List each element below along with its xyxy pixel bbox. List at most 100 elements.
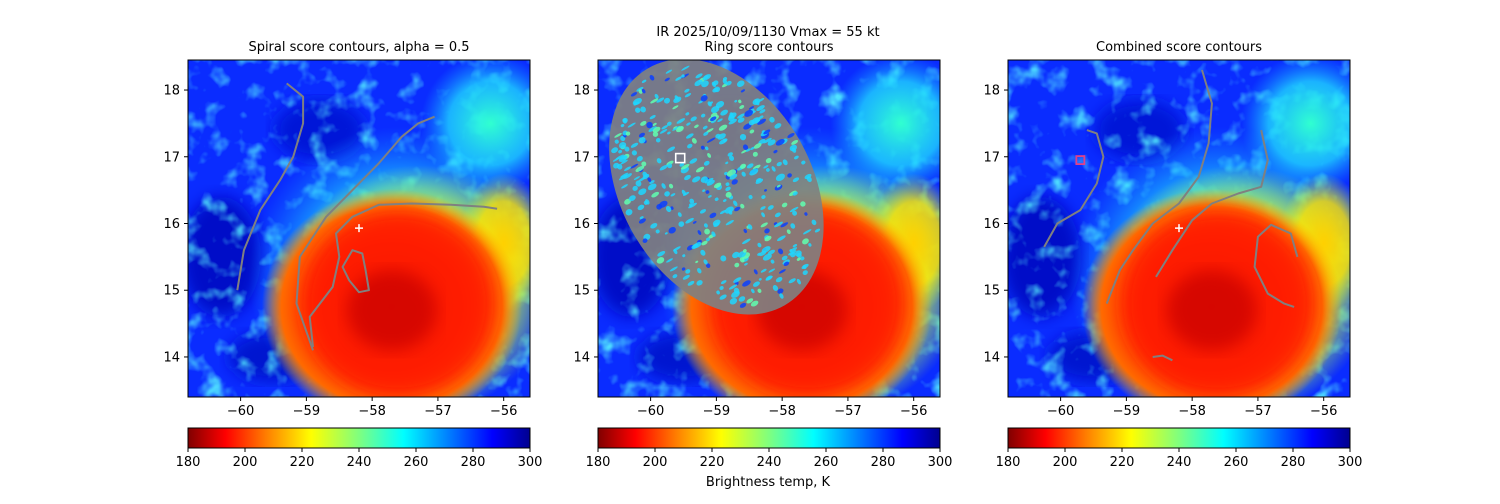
ring-speckle bbox=[706, 179, 715, 186]
ring-speckle bbox=[630, 142, 639, 148]
ring-speckle bbox=[747, 224, 753, 230]
ring-speckle bbox=[652, 131, 659, 137]
ring-speckle bbox=[664, 232, 668, 235]
ring-speckle bbox=[667, 131, 671, 135]
y-tick-label: 18 bbox=[573, 84, 590, 99]
ring-speckle bbox=[614, 132, 622, 138]
ring-speckle bbox=[620, 135, 626, 142]
ring-speckle bbox=[739, 257, 745, 263]
brightness-temp-field bbox=[1008, 60, 1350, 397]
ring-speckle bbox=[758, 278, 762, 281]
contour-center-arc bbox=[1105, 69, 1213, 304]
ring-speckle bbox=[701, 80, 709, 88]
ring-speckle bbox=[757, 288, 762, 293]
ring-speckle bbox=[685, 269, 691, 274]
ring-speckle bbox=[652, 126, 661, 133]
contour-east-arc bbox=[1155, 129, 1269, 278]
ring-speckle bbox=[717, 118, 723, 123]
ring-speckle bbox=[636, 155, 643, 162]
ring-speckle bbox=[748, 106, 755, 110]
ring-speckle bbox=[620, 172, 629, 178]
ring-speckle bbox=[709, 212, 717, 219]
ring-speckle bbox=[767, 205, 774, 210]
ring-speckle bbox=[748, 194, 753, 200]
ring-speckle bbox=[695, 166, 705, 173]
colorbar-tick-label: 240 bbox=[757, 455, 782, 470]
ring-speckle bbox=[623, 173, 632, 179]
ring-speckle bbox=[657, 250, 666, 257]
ring-speckle bbox=[758, 139, 766, 145]
ring-speckle bbox=[729, 112, 734, 117]
ring-speckle bbox=[774, 212, 781, 218]
ring-speckle bbox=[789, 249, 793, 252]
ring-speckle bbox=[757, 242, 762, 248]
ring-speckle bbox=[741, 171, 746, 177]
warm-band bbox=[420, 60, 530, 194]
ring-speckle bbox=[770, 259, 775, 264]
ring-speckle bbox=[635, 107, 641, 113]
axes-frame bbox=[187, 59, 531, 398]
ring-speckle bbox=[778, 269, 786, 274]
y-tick-label: 17 bbox=[983, 150, 1000, 165]
ring-speckle bbox=[733, 277, 742, 283]
ring-speckle bbox=[647, 183, 657, 191]
x-tick-label: −59 bbox=[1113, 404, 1140, 419]
ring-speckle bbox=[758, 115, 764, 119]
axes-frame bbox=[1007, 59, 1351, 398]
ring-speckle bbox=[719, 138, 728, 145]
ring-speckle bbox=[692, 221, 697, 224]
ring-speckle bbox=[781, 202, 788, 208]
ring-speckle bbox=[738, 296, 746, 302]
ring-speckle bbox=[791, 147, 797, 153]
ring-speckle bbox=[802, 229, 812, 235]
x-tick-label: −57 bbox=[1244, 404, 1271, 419]
ring-speckle bbox=[768, 268, 776, 273]
ring-speckle bbox=[670, 193, 676, 197]
ring-speckle bbox=[632, 185, 638, 191]
ring-speckle bbox=[728, 284, 738, 290]
ring-speckle bbox=[753, 143, 762, 149]
y-tick-label: 16 bbox=[163, 217, 180, 232]
ring-speckle bbox=[775, 277, 783, 283]
ring-speckle bbox=[748, 119, 755, 126]
ring-speckle bbox=[627, 122, 636, 128]
contour-loop bbox=[341, 249, 370, 294]
ring-speckle bbox=[624, 166, 632, 171]
panel-combined: −60 −59 −58 −57 −56 14 15 16 17 18 Combined score … bbox=[983, 40, 1362, 470]
ring-speckle bbox=[765, 168, 770, 172]
ring-speckle bbox=[663, 97, 671, 104]
ring-speckle bbox=[791, 139, 799, 145]
ring-speckle bbox=[615, 154, 625, 160]
ring-speckle bbox=[788, 278, 796, 284]
ring-speckle bbox=[776, 184, 781, 188]
ring-speckle bbox=[705, 190, 710, 194]
ring-speckle bbox=[739, 133, 747, 141]
ring-speckle bbox=[792, 244, 798, 248]
ring-speckle bbox=[618, 149, 623, 154]
ring-speckle bbox=[681, 65, 690, 71]
ring-speckle bbox=[696, 280, 703, 286]
ring-speckle bbox=[742, 144, 749, 151]
ring-speckle bbox=[710, 116, 717, 122]
x-tick-label: −57 bbox=[834, 404, 861, 419]
ring-speckle bbox=[759, 109, 766, 114]
ring-speckle bbox=[672, 274, 678, 279]
ring-speckle bbox=[625, 131, 631, 136]
ring-speckle bbox=[719, 209, 727, 215]
ring-speckle bbox=[708, 195, 712, 198]
ring-speckle bbox=[630, 92, 638, 97]
ring-speckle bbox=[648, 126, 657, 132]
brightness-temp-field bbox=[188, 60, 530, 397]
ring-speckle bbox=[706, 237, 710, 242]
y-tick-label: 16 bbox=[983, 217, 1000, 232]
ring-speckle bbox=[666, 121, 672, 126]
ring-speckle bbox=[777, 288, 784, 294]
ring-speckle bbox=[667, 163, 673, 169]
panel-title: Ring score contours bbox=[704, 40, 833, 55]
ring-speckle bbox=[800, 201, 806, 207]
ring-speckle bbox=[702, 74, 712, 81]
ring-speckle bbox=[700, 176, 708, 183]
ring-speckle bbox=[624, 146, 630, 152]
ring-speckle bbox=[755, 178, 764, 184]
y-tick-label: 16 bbox=[573, 217, 590, 232]
